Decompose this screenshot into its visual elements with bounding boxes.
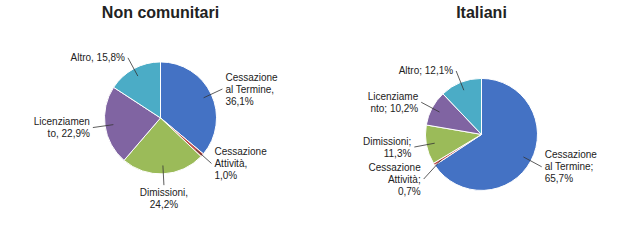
data-label: CessazioneAttività,1,0% <box>214 146 267 181</box>
data-label-line: Dimissioni, <box>140 187 188 198</box>
data-label-line: al Termine; <box>545 161 594 172</box>
data-label: CessazioneAttività;0,7% <box>368 162 421 197</box>
data-label-line: 11,3% <box>384 148 412 159</box>
data-label: Cessazioneal Termine,36,1% <box>225 72 278 107</box>
data-label-line: Cessazione <box>214 146 267 157</box>
data-label-line: al Termine, <box>225 84 274 95</box>
data-label-line: nto; 10,2% <box>370 103 418 114</box>
data-label-line: Licenziamen <box>34 116 90 127</box>
leader-line <box>128 58 138 76</box>
pie-panel: Non comunitariCessazioneal Termine,36,1%… <box>34 4 278 210</box>
data-label-line: Cessazione <box>225 72 278 83</box>
pie: Cessazioneal Termine;65,7%CessazioneAtti… <box>363 65 597 196</box>
data-label-line: Altro, 15,8% <box>70 52 125 63</box>
data-label-line: 24,2% <box>150 199 178 210</box>
data-label-line: Cessazione <box>368 162 421 173</box>
data-labels: Cessazioneal Termine,36,1%CessazioneAtti… <box>34 52 278 209</box>
data-label-line: Cessazione <box>545 149 598 160</box>
leader-line <box>424 160 442 179</box>
pie-slice <box>114 62 161 118</box>
data-label-line: 65,7% <box>545 173 573 184</box>
data-label: Licenziamento; 10,2% <box>368 91 419 114</box>
data-label-line: 36,1% <box>225 96 253 107</box>
chart-container: Non comunitariCessazioneal Termine,36,1%… <box>0 0 642 236</box>
data-label: Dimissioni;11,3% <box>363 136 411 159</box>
data-label: Altro, 15,8% <box>70 52 125 63</box>
leader-line <box>421 102 439 112</box>
chart-title: Non comunitari <box>102 4 219 21</box>
data-label: Cessazioneal Termine;65,7% <box>545 149 598 184</box>
data-label-line: Attività, <box>214 158 247 169</box>
data-label-line: Licenziame <box>368 91 419 102</box>
data-label-line: Dimissioni; <box>363 136 411 147</box>
leader-line <box>456 71 464 90</box>
data-label-line: Altro; 12,1% <box>399 65 454 76</box>
pie-panel: ItalianiCessazioneal Termine;65,7%Cessaz… <box>363 4 597 197</box>
chart-title: Italiani <box>456 4 507 21</box>
leader-line <box>204 89 223 98</box>
data-label-line: Attività; <box>388 174 421 185</box>
chart-root: Non comunitariCessazioneal Termine,36,1%… <box>0 0 642 236</box>
leader-line <box>523 157 541 167</box>
data-label: Dimissioni,24,2% <box>140 187 188 210</box>
data-label: Altro; 12,1% <box>399 65 454 76</box>
slices <box>426 78 538 190</box>
leader-line <box>93 125 114 128</box>
leader-line <box>196 150 211 164</box>
leader-line <box>163 165 164 185</box>
pie: Cessazioneal Termine,36,1%CessazioneAtti… <box>34 52 278 209</box>
data-labels: Cessazioneal Termine;65,7%CessazioneAtti… <box>363 65 597 196</box>
data-label: Licenziamento, 22,9% <box>34 116 90 139</box>
data-label-line: to, 22,9% <box>48 128 90 139</box>
data-label-line: 0,7% <box>398 186 421 197</box>
slices <box>104 62 216 174</box>
data-label-line: 1,0% <box>214 170 237 181</box>
leader-line <box>414 143 434 147</box>
